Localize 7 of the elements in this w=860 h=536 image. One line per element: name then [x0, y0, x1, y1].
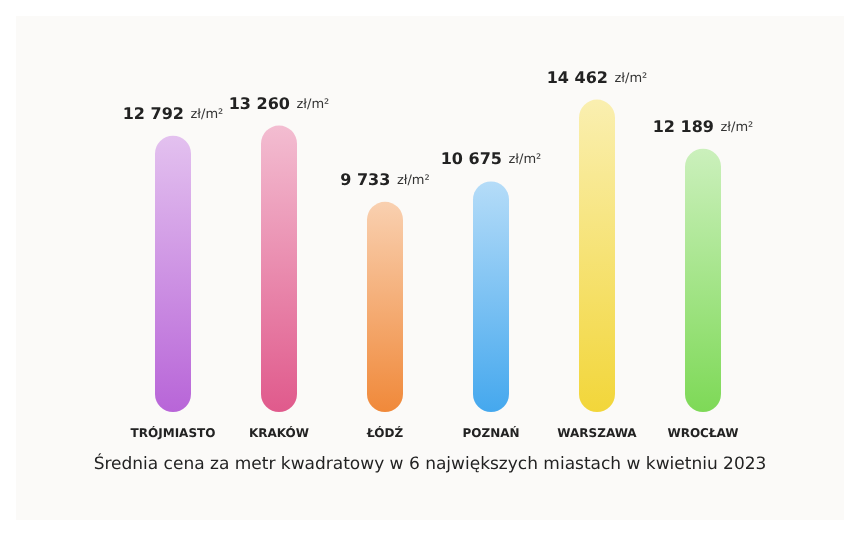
- bar: [685, 148, 721, 412]
- text: Średnia cena za metr kwadratowy w 6 największych miastach w kwietniu 2023: [93, 453, 767, 475]
- bar: [261, 125, 297, 412]
- bar: [367, 201, 403, 412]
- bar: [473, 181, 509, 412]
- bar: [579, 99, 615, 412]
- bar: [155, 135, 191, 412]
